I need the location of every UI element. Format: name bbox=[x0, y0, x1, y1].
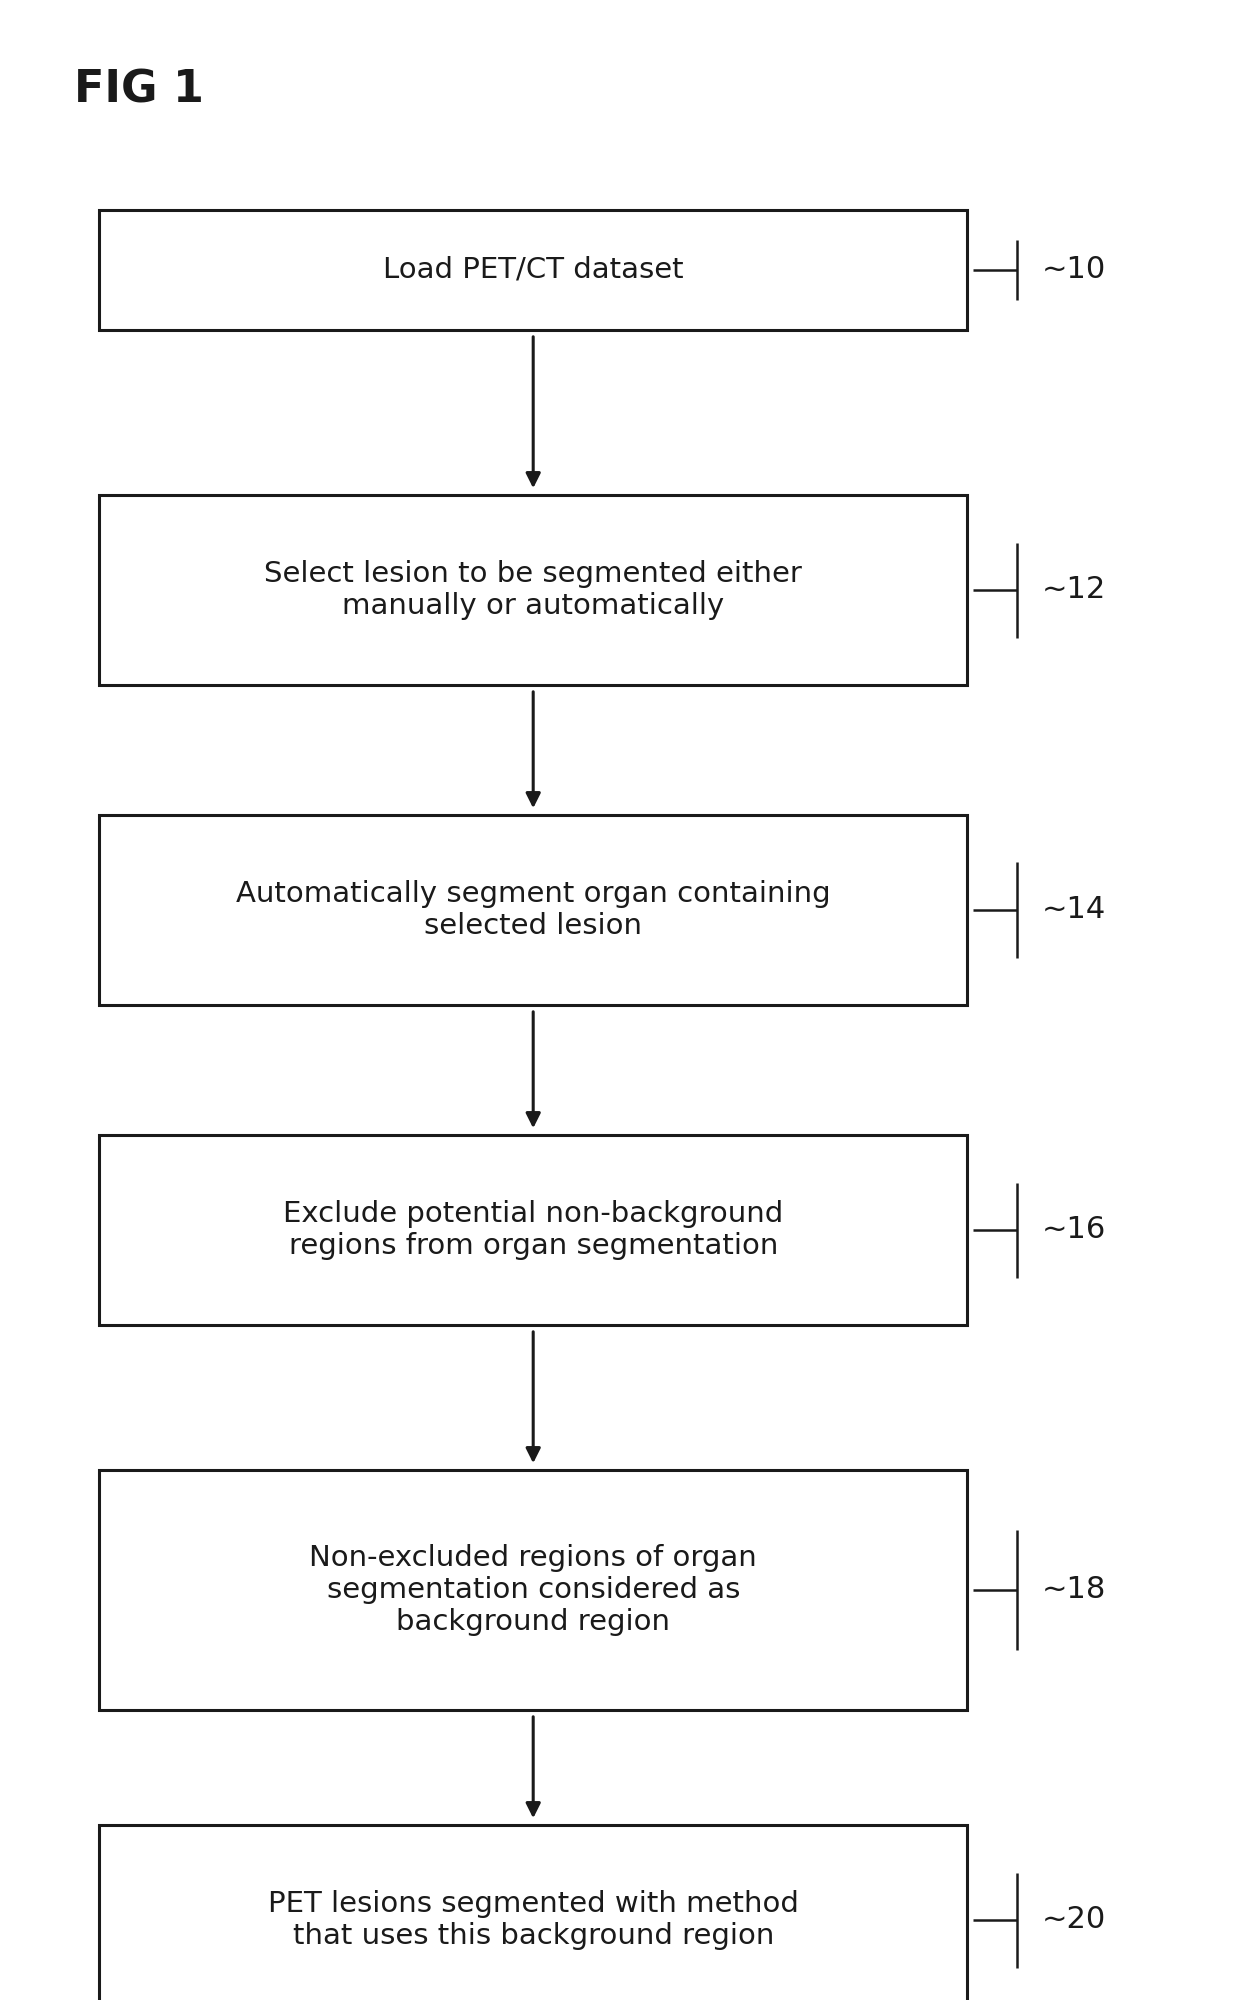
Text: Automatically segment organ containing
selected lesion: Automatically segment organ containing s… bbox=[236, 880, 831, 940]
Text: ~16: ~16 bbox=[1042, 1216, 1106, 1244]
FancyBboxPatch shape bbox=[99, 1136, 967, 1324]
Text: Exclude potential non-background
regions from organ segmentation: Exclude potential non-background regions… bbox=[283, 1200, 784, 1260]
Text: ~20: ~20 bbox=[1042, 1906, 1106, 1934]
Text: PET lesions segmented with method
that uses this background region: PET lesions segmented with method that u… bbox=[268, 1890, 799, 1950]
FancyBboxPatch shape bbox=[99, 816, 967, 1004]
Text: Load PET/CT dataset: Load PET/CT dataset bbox=[383, 256, 683, 284]
Text: FIG 1: FIG 1 bbox=[74, 68, 205, 112]
Text: ~12: ~12 bbox=[1042, 576, 1106, 604]
FancyBboxPatch shape bbox=[99, 210, 967, 330]
FancyBboxPatch shape bbox=[99, 1470, 967, 1710]
Text: Select lesion to be segmented either
manually or automatically: Select lesion to be segmented either man… bbox=[264, 560, 802, 620]
FancyBboxPatch shape bbox=[99, 1824, 967, 2000]
Text: ~18: ~18 bbox=[1042, 1576, 1106, 1604]
Text: Non-excluded regions of organ
segmentation considered as
background region: Non-excluded regions of organ segmentati… bbox=[309, 1544, 758, 1636]
Text: ~10: ~10 bbox=[1042, 256, 1106, 284]
FancyBboxPatch shape bbox=[99, 494, 967, 684]
Text: ~14: ~14 bbox=[1042, 896, 1106, 924]
